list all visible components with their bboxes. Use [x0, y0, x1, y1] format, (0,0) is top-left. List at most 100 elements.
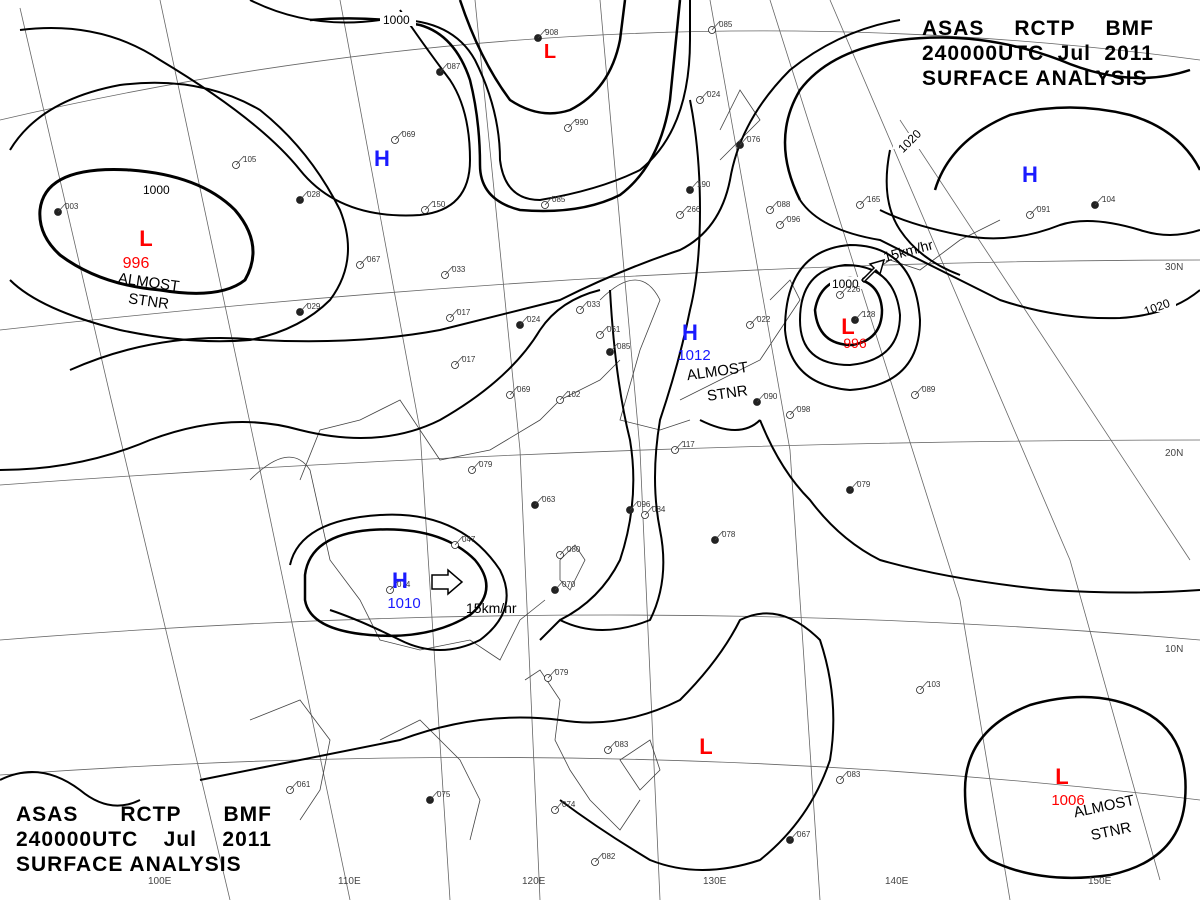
station-pressure: 150 [432, 200, 446, 209]
wind-barb [644, 505, 654, 516]
header-agency: ASAS [922, 17, 985, 40]
station-pressure: 069 [517, 385, 531, 394]
system-note: STNR [127, 290, 170, 313]
station-pressure: 084 [652, 505, 666, 514]
wind-barb [919, 680, 929, 691]
header-title: SURFACE ANALYSIS [16, 853, 242, 876]
wind-barb [547, 668, 557, 679]
station-pressure: 078 [722, 530, 736, 539]
wind-barb [554, 580, 564, 591]
wind-barb [756, 392, 766, 403]
station-pressure: 226 [847, 285, 861, 294]
wind-barb [299, 302, 309, 313]
station-pressure: 063 [542, 495, 556, 504]
low-symbol: L [544, 41, 556, 63]
wind-barb [519, 315, 529, 326]
wind-barb [679, 205, 689, 216]
wind-barb [389, 580, 399, 591]
station-pressure: 076 [747, 135, 761, 144]
header-month: Jul [163, 828, 197, 851]
coastlines [249, 89, 1001, 841]
station-pressure: 047 [462, 535, 476, 544]
low-symbol: L [841, 314, 854, 339]
lat-label: 20N [1165, 448, 1183, 459]
header-code: BMF [1105, 17, 1154, 40]
wind-barb [769, 200, 779, 211]
station-pressure: 103 [927, 680, 941, 689]
station-pressure: 075 [437, 790, 451, 799]
header-year: 2011 [222, 828, 272, 851]
header-time: 240000UTC [16, 828, 139, 851]
system-note: STNR [706, 382, 749, 405]
station-pressure: 061 [607, 325, 621, 334]
station-pressure: 102 [567, 390, 581, 399]
station-pressure: 990 [575, 118, 589, 127]
header-station: RCTP [120, 803, 182, 826]
wind-barb [594, 852, 604, 863]
station-pressure: 083 [615, 740, 629, 749]
wind-barb [559, 545, 569, 556]
wind-barb [471, 460, 481, 471]
low-pressure-value: 1006 [1051, 792, 1084, 809]
wind-barb [537, 28, 547, 39]
wind-barb [839, 770, 849, 781]
station-pressure: 079 [857, 480, 871, 489]
station-pressure: 069 [402, 130, 416, 139]
motion-arrow-south-high [431, 568, 464, 596]
lon-label: 120E [522, 876, 546, 887]
station-pressure: 083 [847, 770, 861, 779]
isobar-label: 1000 [143, 183, 170, 197]
wind-barb [749, 315, 759, 326]
high-pressure-value: 1010 [387, 595, 420, 612]
station-pressure: 074 [562, 800, 576, 809]
station-pressure: 061 [297, 780, 311, 789]
lon-label: 110E [338, 876, 361, 887]
header-station: RCTP [1014, 17, 1076, 40]
station-pressure: 128 [862, 310, 876, 319]
lon-label: 130E [703, 876, 727, 887]
header-month: Jul [1057, 42, 1091, 65]
wind-barb [629, 500, 639, 511]
station-pressure: 087 [447, 62, 461, 71]
header-agency: ASAS [16, 803, 79, 826]
station-pressure: 028 [307, 190, 321, 199]
wind-barb [567, 118, 577, 129]
station-pressure: 085 [719, 20, 733, 29]
wind-barb [394, 130, 404, 141]
isobar-se-low [963, 695, 1187, 880]
station-pressure: 022 [757, 315, 771, 324]
station-pressure: 090 [764, 392, 778, 401]
header-bottom-left: ASAS RCTP BMF 240000UTC Jul 2011 SURFACE… [16, 802, 272, 877]
wind-barb [739, 135, 749, 146]
wind-barb [779, 215, 789, 226]
wind-barb [859, 195, 869, 206]
low-symbol: L [1055, 764, 1068, 789]
lon-label: 140E [885, 876, 909, 887]
station-pressure: 105 [243, 155, 257, 164]
wind-barb [554, 800, 564, 811]
lat-labels: 30N 20N 10N [1165, 262, 1183, 655]
wind-barb [454, 355, 464, 366]
station-pressure: 096 [787, 215, 801, 224]
station-pressure: 091 [1037, 205, 1051, 214]
station-pressure: 067 [797, 830, 811, 839]
wind-barb [1029, 205, 1039, 216]
station-pressure: 266 [687, 205, 701, 214]
station-pressure: 033 [587, 300, 601, 309]
motion-arrow-typhoon [860, 258, 886, 284]
isobar-label: 1000 [832, 277, 859, 291]
lon-labels: 110E 120E 130E 140E 150E 100E [148, 876, 1112, 887]
wind-barb [57, 202, 67, 213]
wind-barb [699, 90, 709, 101]
station-pressure: 074 [397, 580, 411, 589]
header-year: 2011 [1104, 42, 1154, 65]
low-pressure-value: 996 [843, 335, 867, 351]
station-pressure: 165 [867, 195, 881, 204]
header-time: 240000UTC [922, 42, 1045, 65]
station-pressure: 067 [367, 255, 381, 264]
station-pressure: 003 [65, 202, 79, 211]
motion-arrows [431, 258, 886, 596]
isobar-nw-low [38, 168, 255, 295]
wind-barb [789, 830, 799, 841]
station-pressure: 017 [457, 308, 471, 317]
